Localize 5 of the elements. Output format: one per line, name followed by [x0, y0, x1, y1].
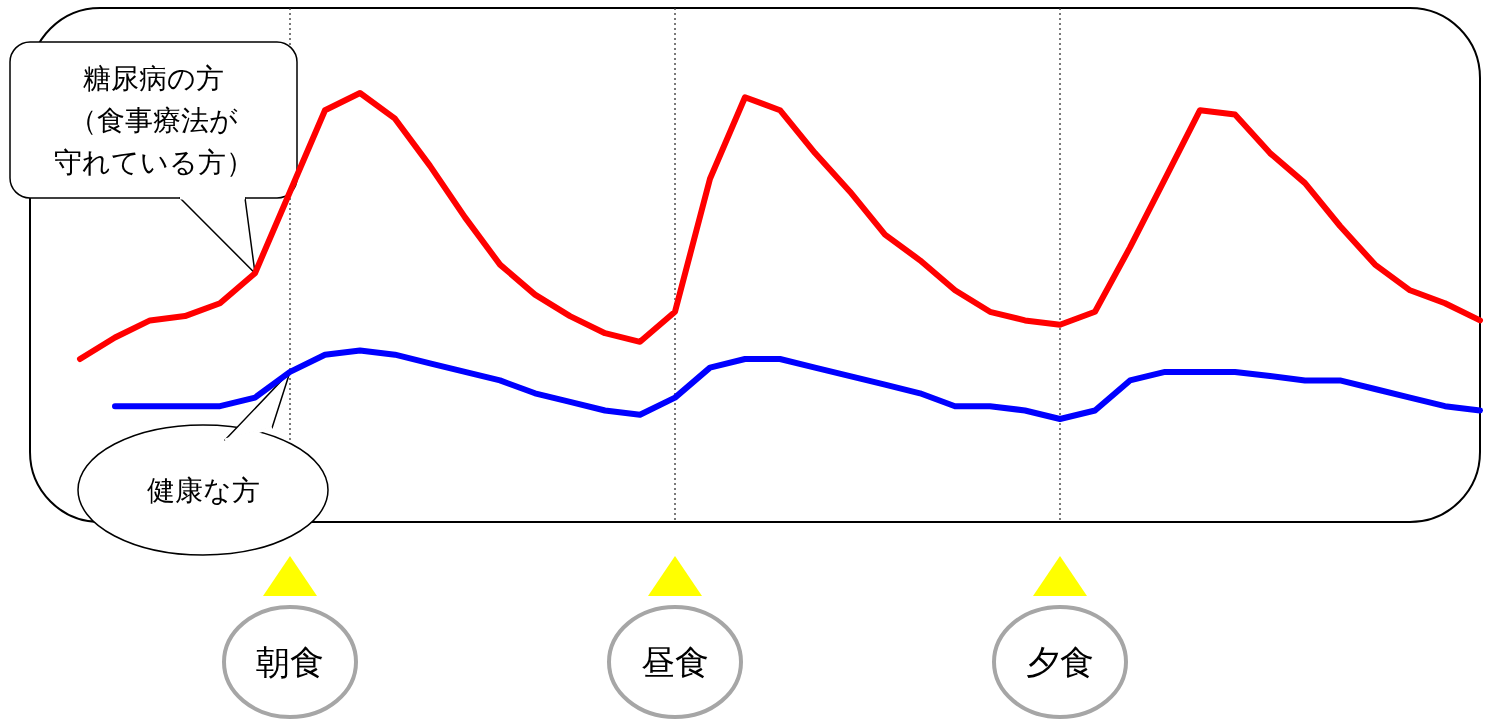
x-tick-label: 夕食	[1026, 642, 1094, 682]
x-tick-label: 朝食	[256, 642, 324, 682]
series-label: 糖尿病の方（食事療法が守れている方）	[53, 61, 254, 179]
text: 健康な方	[146, 473, 260, 507]
x-tick-label: 昼食	[641, 642, 709, 682]
